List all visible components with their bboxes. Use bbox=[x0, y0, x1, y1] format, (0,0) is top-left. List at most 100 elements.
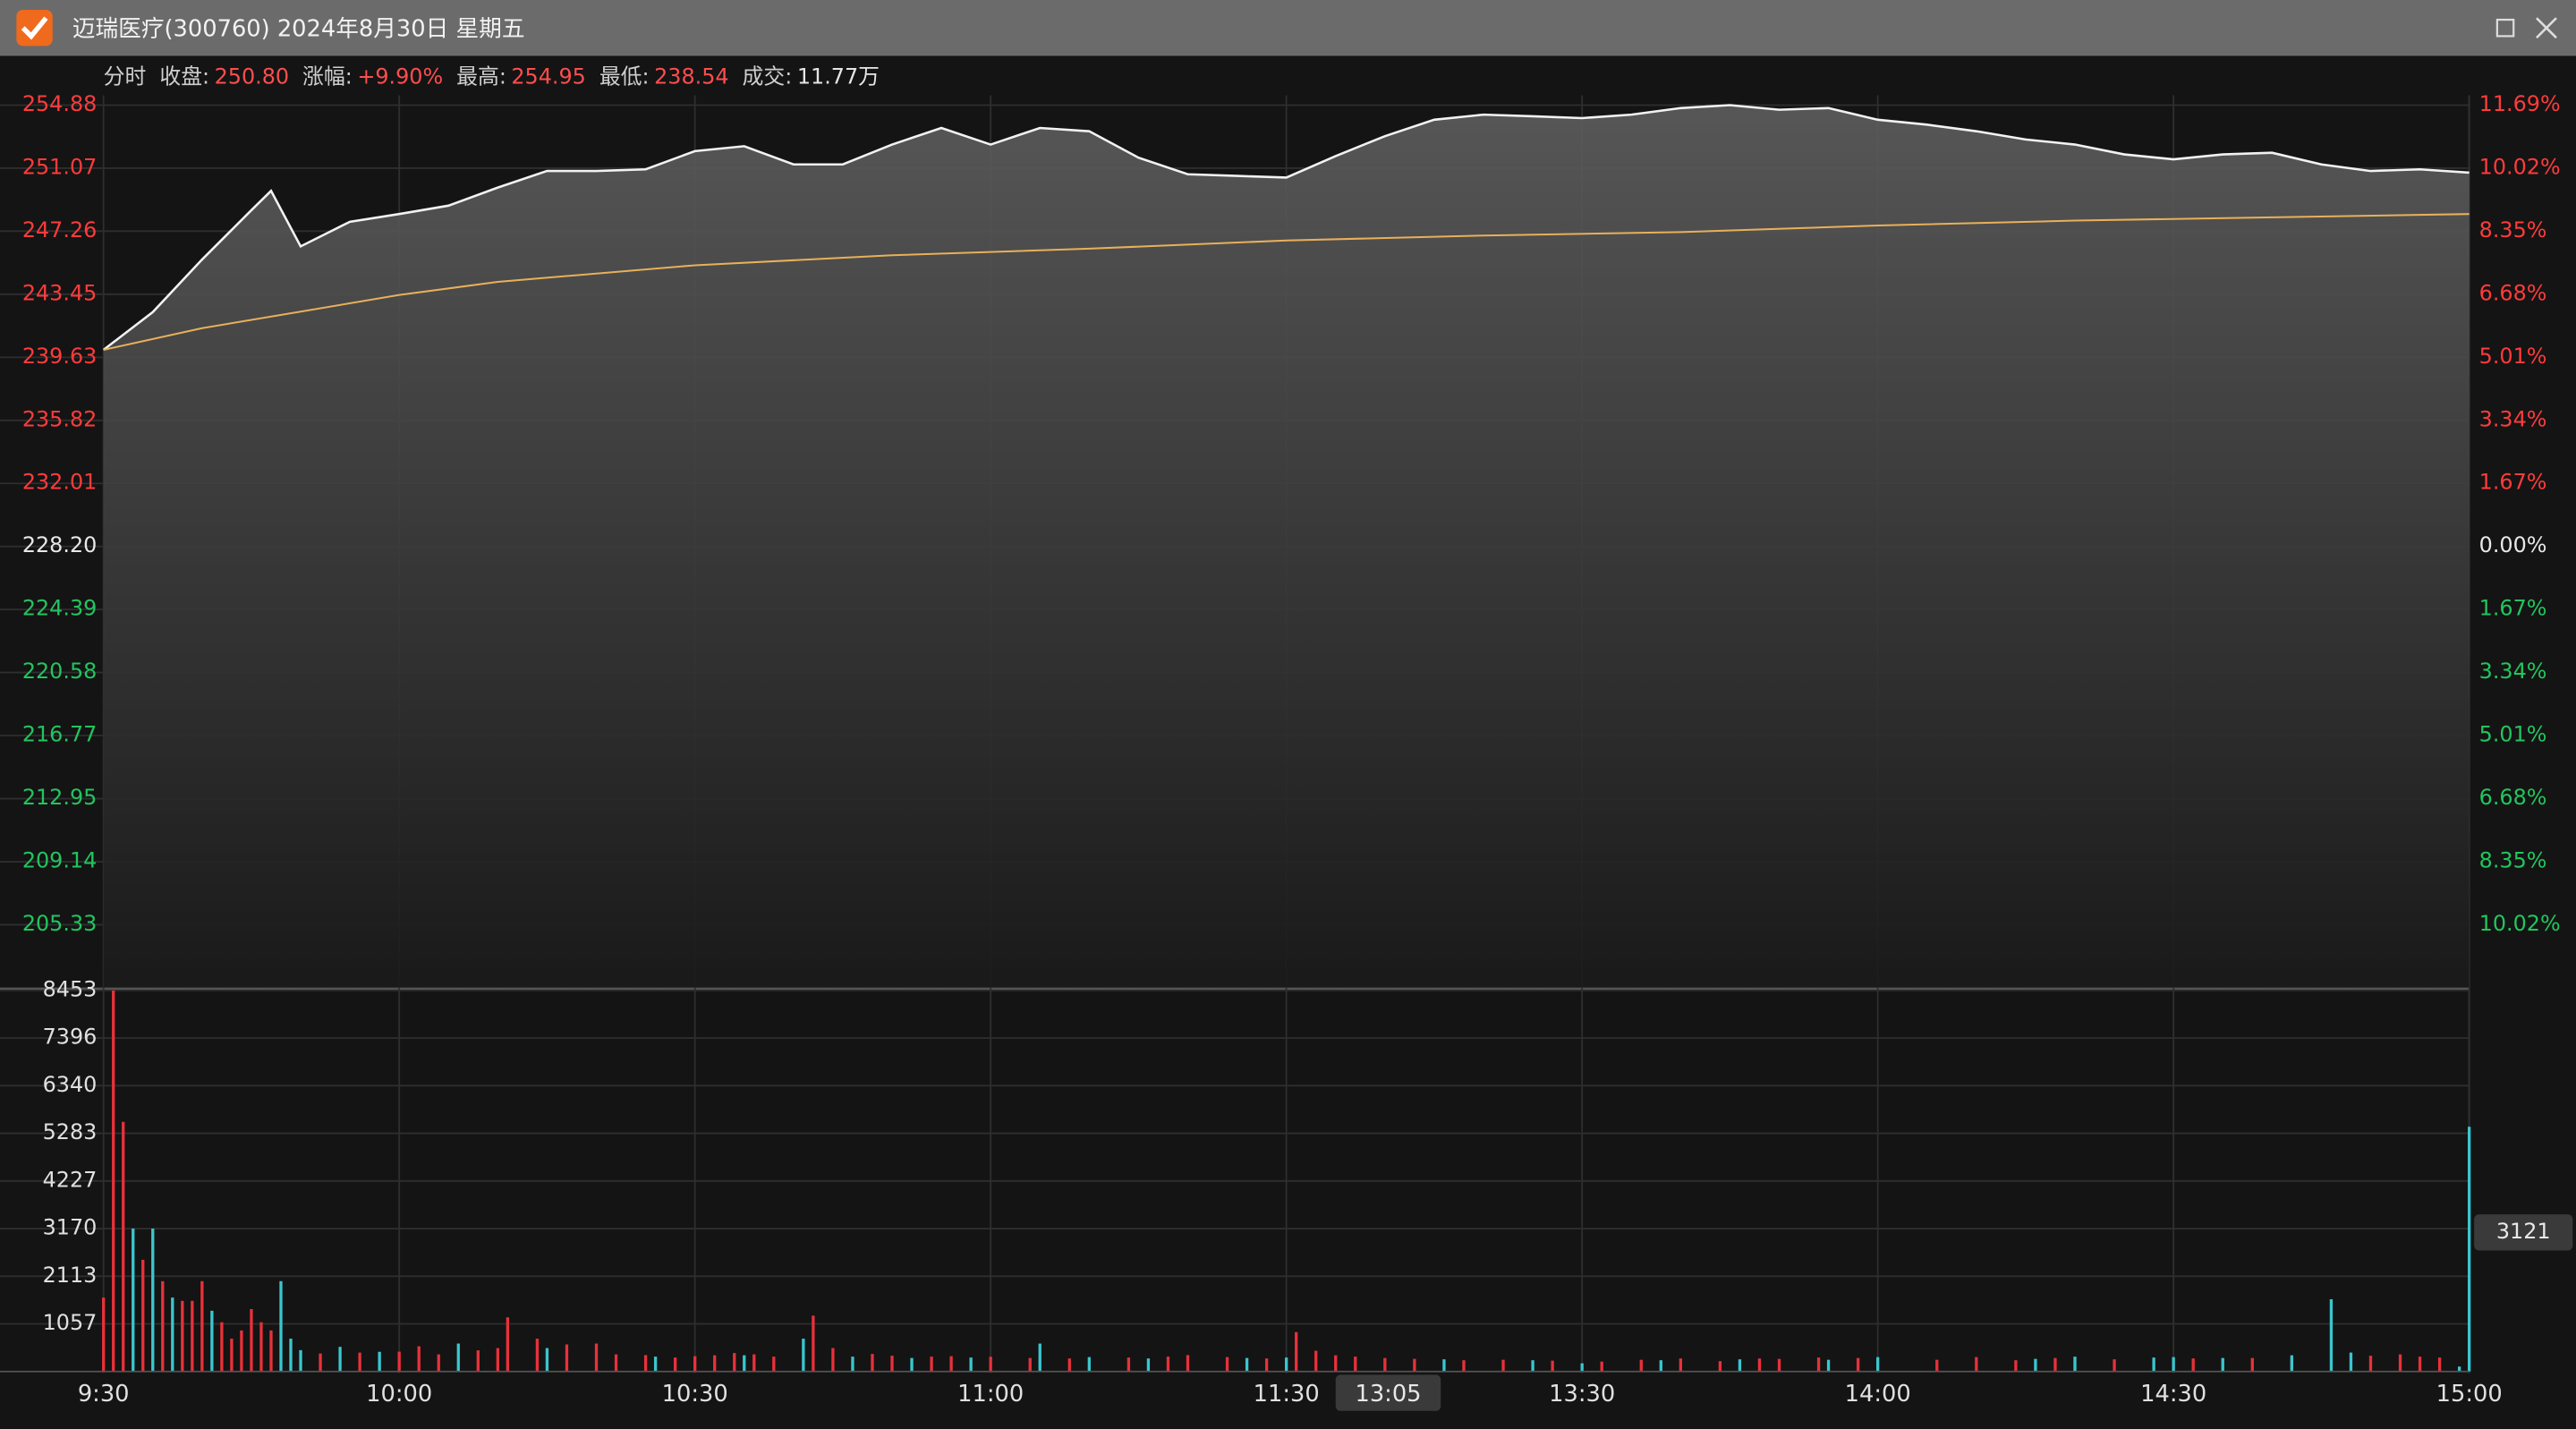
volume-bar bbox=[733, 1353, 736, 1372]
volume-bar bbox=[397, 1351, 401, 1372]
app-icon[interactable] bbox=[16, 10, 53, 47]
volume-bar bbox=[2437, 1357, 2442, 1372]
volume-bar bbox=[289, 1339, 293, 1372]
volume-bar bbox=[1146, 1358, 1151, 1372]
volume-bar bbox=[2073, 1357, 2077, 1372]
volume-bar bbox=[220, 1322, 224, 1372]
title-bar bbox=[0, 0, 2576, 56]
y-tick-label: 228.20 bbox=[22, 532, 98, 557]
volume-bar bbox=[772, 1357, 776, 1372]
info-label: 最低: bbox=[599, 64, 650, 89]
volume-bar bbox=[1757, 1358, 1762, 1372]
volume-bar bbox=[802, 1339, 805, 1372]
volume-bar bbox=[2349, 1352, 2353, 1372]
y2-tick-label: 3.34% bbox=[2479, 659, 2547, 684]
window-title: 迈瑞医疗(300760) 2024年8月30日 星期五 bbox=[72, 16, 525, 43]
y-tick-label: 216.77 bbox=[22, 721, 98, 746]
volume-bar bbox=[2457, 1366, 2461, 1372]
x-tick-label: 15:00 bbox=[2436, 1381, 2503, 1408]
volume-bar bbox=[812, 1315, 815, 1372]
volume-bar bbox=[2113, 1359, 2116, 1372]
volume-bar bbox=[653, 1357, 658, 1372]
volume-bar bbox=[1600, 1361, 1603, 1372]
y-tick-label: 232.01 bbox=[22, 470, 98, 495]
y-tick-label: 2113 bbox=[43, 1263, 98, 1288]
volume-bar bbox=[1935, 1359, 1939, 1372]
volume-bar bbox=[949, 1356, 953, 1372]
y2-tick-label: 10.02% bbox=[2479, 154, 2561, 179]
x-tick-label: 10:30 bbox=[662, 1381, 728, 1408]
restore-button[interactable] bbox=[2495, 18, 2515, 38]
y-tick-label: 251.07 bbox=[22, 154, 98, 179]
cursor-value-box bbox=[2474, 1214, 2573, 1251]
volume-bar bbox=[141, 1259, 145, 1372]
volume-bar bbox=[151, 1229, 155, 1372]
volume-bar bbox=[565, 1344, 569, 1372]
info-value: +9.90% bbox=[357, 64, 443, 89]
volume-bar bbox=[969, 1357, 973, 1372]
volume-bar bbox=[279, 1280, 283, 1372]
volume-bar bbox=[594, 1343, 599, 1372]
volume-bar bbox=[1501, 1359, 1505, 1372]
volume-bar bbox=[200, 1280, 204, 1372]
volume-bar bbox=[1413, 1358, 1416, 1372]
x-tick-label: 9:30 bbox=[78, 1381, 130, 1408]
volume-bar bbox=[1551, 1360, 1554, 1372]
cursor-value: 3121 bbox=[2496, 1219, 2551, 1244]
info-value: 238.54 bbox=[654, 64, 729, 89]
info-value: 254.95 bbox=[511, 64, 586, 89]
volume-bar bbox=[910, 1357, 914, 1372]
y-tick-label: 205.33 bbox=[22, 911, 98, 936]
x-tick-label: 13:30 bbox=[1549, 1381, 1615, 1408]
y2-tick-label: 1.67% bbox=[2479, 470, 2547, 495]
volume-bar bbox=[161, 1280, 165, 1372]
cursor-time: 13:05 bbox=[1355, 1381, 1421, 1408]
volume-bar bbox=[1679, 1358, 1682, 1372]
x-tick-label: 10:00 bbox=[366, 1381, 432, 1408]
volume-bar bbox=[2034, 1358, 2037, 1372]
volume-bar bbox=[456, 1343, 460, 1372]
volume-bar bbox=[1777, 1358, 1781, 1372]
volume-bar bbox=[1314, 1350, 1318, 1372]
x-tick-label: 11:30 bbox=[1254, 1381, 1320, 1408]
volume-bar bbox=[831, 1348, 835, 1372]
volume-bar bbox=[614, 1354, 618, 1372]
y-tick-label: 1057 bbox=[43, 1310, 98, 1335]
info-line: 分时 收盘: 250.80 涨幅: +9.90% 最高: 254.95 最低: 238.… bbox=[104, 64, 880, 89]
volume-bar bbox=[378, 1351, 381, 1372]
volume-bar bbox=[496, 1348, 499, 1372]
y-tick-label: 209.14 bbox=[22, 848, 98, 873]
volume-bar bbox=[1334, 1355, 1338, 1372]
volume-bar bbox=[338, 1347, 342, 1372]
volume-bar bbox=[1462, 1360, 1466, 1372]
volume-bar bbox=[437, 1354, 440, 1372]
x-tick-label: 14:00 bbox=[1845, 1381, 1911, 1408]
y2-tick-label: 6.68% bbox=[2479, 785, 2547, 810]
volume-bar bbox=[2418, 1357, 2422, 1372]
volume-bar bbox=[417, 1346, 421, 1372]
volume-bar bbox=[1826, 1359, 1831, 1372]
volume-bar bbox=[851, 1357, 854, 1372]
y-tick-label: 7396 bbox=[43, 1025, 98, 1050]
volume-bar bbox=[1718, 1361, 1722, 1372]
y-tick-label: 6340 bbox=[43, 1072, 98, 1097]
volume-bar bbox=[358, 1352, 361, 1372]
volume-bar bbox=[1028, 1357, 1032, 1372]
volume-bar bbox=[250, 1308, 253, 1372]
y2-tick-label: 10.02% bbox=[2479, 911, 2561, 936]
volume-bar bbox=[1876, 1357, 1880, 1372]
price-line bbox=[102, 104, 2470, 352]
volume-bar bbox=[713, 1355, 717, 1372]
price-area bbox=[103, 105, 2470, 988]
volume-bar bbox=[210, 1310, 214, 1372]
y-tick-label: 247.26 bbox=[22, 217, 98, 242]
volume-bar bbox=[989, 1357, 992, 1372]
volume-bar bbox=[2014, 1360, 2018, 1372]
volume-bar bbox=[506, 1317, 510, 1372]
volume-bar bbox=[319, 1353, 322, 1372]
info-label: 最高: bbox=[456, 64, 506, 89]
close-button[interactable] bbox=[2536, 17, 2557, 39]
volume-bar bbox=[269, 1330, 273, 1372]
volume-bar bbox=[1383, 1357, 1387, 1372]
